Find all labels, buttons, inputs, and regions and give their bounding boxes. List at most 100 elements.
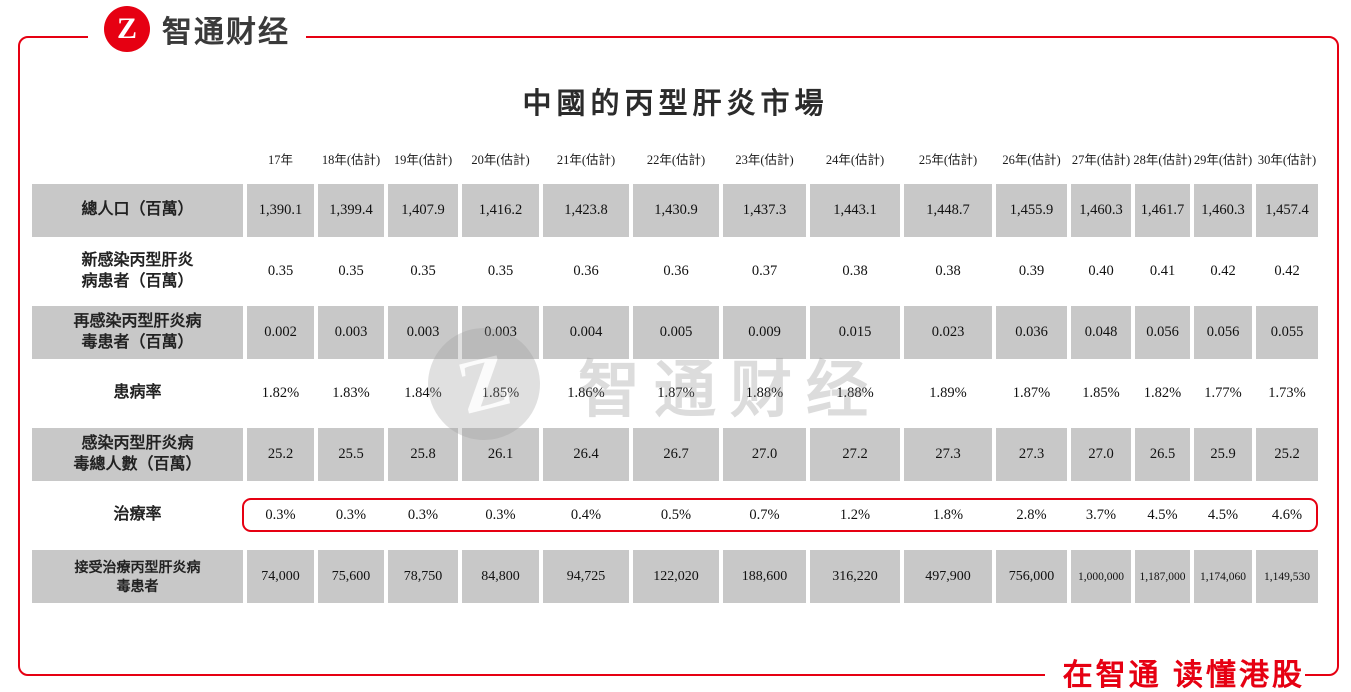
- cell-value: 27.0: [721, 424, 808, 485]
- cell-value: 0.002: [245, 302, 316, 363]
- table-row: 治療率 0.3% 0.3% 0.3% 0.3% 0.4% 0.5% 0.7% 1.2% 1.8% 2…: [30, 485, 1320, 546]
- table-row: 感染丙型肝炎病 毒總人數（百萬） 25.2 25.5 25.8 26.1 26.4 26.7…: [30, 424, 1320, 485]
- row-label: 總人口（百萬）: [30, 180, 245, 241]
- brand-logo-icon: Z: [104, 6, 150, 52]
- cell-value: 0.056: [1133, 302, 1192, 363]
- cell-value: 0.38: [935, 263, 961, 279]
- cell-value: 0.35: [410, 263, 436, 279]
- cell-value: 0.3%: [407, 507, 439, 523]
- table-header-row: 17年 18年(估計) 19年(估計) 20年(估計) 21年(估計) 22年(估計) 23…: [30, 136, 1320, 180]
- cell-value: 1,187,000: [1133, 546, 1192, 607]
- cell-value: 497,900: [902, 546, 994, 607]
- col-header: 21年(估計): [556, 152, 616, 167]
- cell-value: 25.2: [1254, 424, 1320, 485]
- col-header: 27年(估計): [1071, 152, 1131, 167]
- cell-value: 26.1: [460, 424, 541, 485]
- cell-value: 0.048: [1069, 302, 1133, 363]
- row-label: 新感染丙型肝炎 病患者（百萬）: [81, 251, 194, 290]
- cell-value: 25.8: [386, 424, 460, 485]
- cell-value: 1,455.9: [994, 180, 1069, 241]
- cell-value: 1,149,530: [1254, 546, 1320, 607]
- cell-value: 1,460.3: [1192, 180, 1254, 241]
- cell-value: 0.023: [902, 302, 994, 363]
- brand-logo: Z 智通财经: [88, 4, 306, 54]
- cell-value: 0.3%: [335, 507, 367, 523]
- cell-value: 0.003: [386, 302, 460, 363]
- cell-value: 0.35: [267, 263, 294, 279]
- cell-value: 0.055: [1254, 302, 1320, 363]
- cell-value: 1.88%: [836, 385, 874, 401]
- cell-value: 1,443.1: [808, 180, 902, 241]
- cell-value: 74,000: [245, 546, 316, 607]
- cell-value: 1,423.8: [541, 180, 631, 241]
- cell-value: 0.009: [721, 302, 808, 363]
- cell-value: 0.036: [994, 302, 1069, 363]
- col-header: 17年: [267, 152, 293, 167]
- cell-value: 25.5: [316, 424, 386, 485]
- cell-value: 0.004: [541, 302, 631, 363]
- col-header: 20年(估計): [471, 152, 530, 167]
- row-label: 感染丙型肝炎病 毒總人數（百萬）: [30, 424, 245, 485]
- table-body: 總人口（百萬） 1,390.1 1,399.4 1,407.9 1,416.2 1,423…: [30, 180, 1320, 607]
- table-row: 患病率 1.82% 1.83% 1.84% 1.85% 1.86% 1.87% 1.88% 1.…: [30, 363, 1320, 424]
- table-row: 總人口（百萬） 1,390.1 1,399.4 1,407.9 1,416.2 1,423…: [30, 180, 1320, 241]
- cell-value: 0.35: [338, 263, 364, 279]
- cell-value: 0.003: [460, 302, 541, 363]
- cell-value: 0.5%: [660, 507, 692, 523]
- table-row: 新感染丙型肝炎 病患者（百萬） 0.35 0.35 0.35 0.35 0.36 0.36 0…: [30, 241, 1320, 302]
- cell-value: 84,800: [460, 546, 541, 607]
- cell-value: 25.9: [1192, 424, 1254, 485]
- cell-value: 122,020: [631, 546, 721, 607]
- cell-value: 1.84%: [404, 385, 442, 401]
- cell-value: 1.8%: [932, 507, 964, 523]
- cell-value: 2.8%: [1016, 507, 1047, 523]
- cell-value: 27.2: [808, 424, 902, 485]
- cell-value: 0.7%: [749, 507, 780, 523]
- cell-value: 188,600: [721, 546, 808, 607]
- cell-value: 316,220: [808, 546, 902, 607]
- cell-value: 1.82%: [1143, 385, 1182, 401]
- cell-value: 1,416.2: [460, 180, 541, 241]
- cell-value: 0.3%: [485, 507, 516, 523]
- cell-value: 1.77%: [1204, 385, 1242, 401]
- cell-value: 0.40: [1088, 263, 1114, 279]
- col-header: 24年(估計): [825, 152, 885, 167]
- col-header: 19年(估計): [393, 152, 453, 167]
- cell-value: 1,407.9: [386, 180, 460, 241]
- row-label: 患病率: [113, 384, 162, 402]
- cell-value: 1.87%: [657, 385, 695, 401]
- cell-value: 1,448.7: [902, 180, 994, 241]
- row-label: 治療率: [113, 506, 162, 524]
- cell-value: 0.4%: [570, 507, 602, 523]
- cell-value: 1.82%: [261, 385, 300, 401]
- row-label-header: [30, 136, 245, 180]
- col-header: 30年(估計): [1257, 152, 1317, 167]
- cell-value: 0.36: [573, 263, 599, 279]
- col-header: 25年(估計): [918, 152, 978, 167]
- cell-value: 94,725: [541, 546, 631, 607]
- cell-value: 27.0: [1069, 424, 1133, 485]
- red-border-frame: [18, 36, 1339, 676]
- cell-value: 1.83%: [332, 385, 370, 401]
- table-row: 再感染丙型肝炎病 毒患者（百萬） 0.002 0.003 0.003 0.003 0.00…: [30, 302, 1320, 363]
- cell-value: 0.37: [751, 263, 778, 279]
- cell-value: 1.73%: [1268, 385, 1306, 401]
- cell-value: 26.4: [541, 424, 631, 485]
- col-header: 29年(估計): [1193, 152, 1253, 167]
- cell-value: 27.3: [902, 424, 994, 485]
- row-label: 接受治療丙型肝炎病 毒患者: [30, 546, 245, 607]
- cell-value: 0.36: [663, 263, 689, 279]
- cell-value: 4.6%: [1271, 507, 1303, 523]
- cell-value: 0.42: [1210, 263, 1236, 279]
- page-title: 中國的丙型肝炎市場: [522, 88, 829, 120]
- cell-value: 0.056: [1192, 302, 1254, 363]
- cell-value: 756,000: [994, 546, 1069, 607]
- cell-value: 0.41: [1149, 263, 1176, 279]
- cell-value: 26.7: [631, 424, 721, 485]
- cell-value: 4.5%: [1207, 507, 1239, 523]
- footer-slogan: 在智通 读懂港股: [1044, 650, 1305, 692]
- cell-value: 1.85%: [1082, 385, 1120, 401]
- cell-value: 1,461.7: [1133, 180, 1192, 241]
- cell-value: 27.3: [994, 424, 1069, 485]
- col-header: 28年(估計): [1133, 152, 1192, 167]
